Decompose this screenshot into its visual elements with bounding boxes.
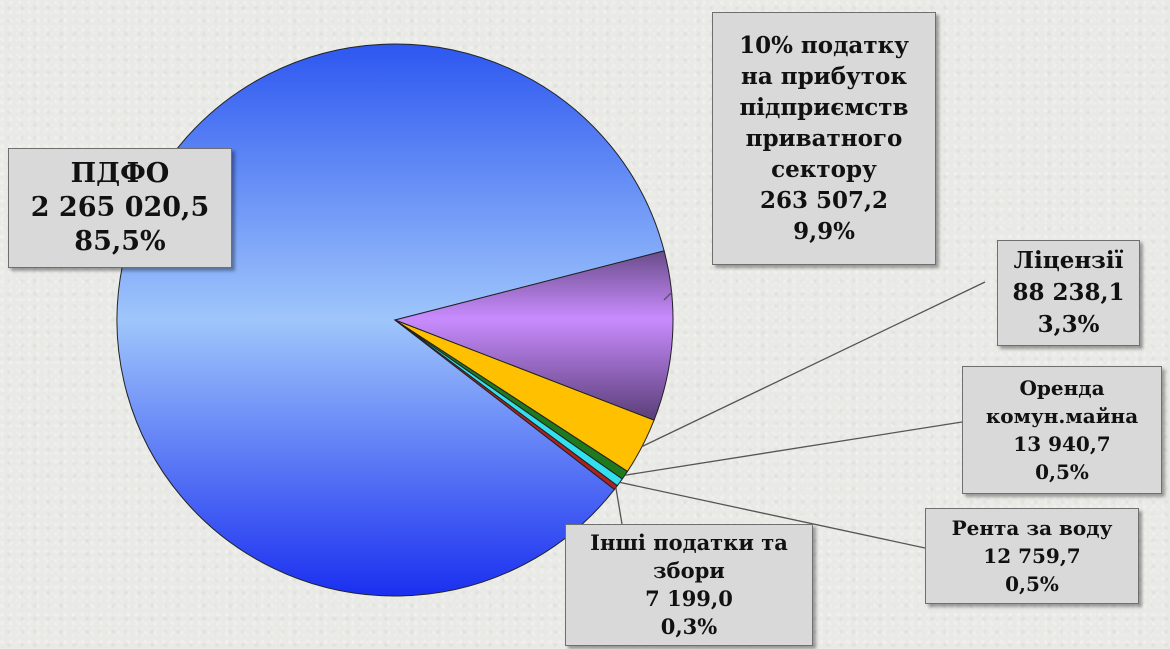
label-rent-property-name-2: комун.майна (985, 404, 1139, 428)
label-pdfo-name: ПДФО (70, 158, 170, 189)
label-profit-tax-name-3: підприємств (739, 94, 909, 121)
leader-water-rent (619, 481, 926, 549)
label-rent-property: Оренда комун.майна 13 940,7 0,5% (962, 366, 1162, 494)
label-other-taxes-value: 7 199,0 (645, 586, 733, 611)
label-water-rent-value: 12 759,7 (983, 544, 1081, 568)
label-other-taxes-name-1: Інші податки та (590, 530, 788, 555)
label-profit-tax: 10% податку на прибуток підприємств прив… (712, 12, 936, 265)
label-profit-tax-value: 263 507,2 (759, 187, 889, 214)
label-water-rent: Рента за воду 12 759,7 0,5% (925, 508, 1139, 604)
slice-profit-tax (393, 250, 674, 421)
label-water-rent-name: Рента за воду (951, 516, 1113, 540)
label-other-taxes: Інші податки та збори 7 199,0 0,3% (565, 524, 813, 646)
label-pdfo-percent: 85,5% (74, 226, 166, 257)
label-pdfo-value: 2 265 020,5 (30, 192, 210, 223)
label-rent-property-name-1: Оренда (1019, 376, 1105, 400)
label-water-rent-percent: 0,5% (1005, 572, 1059, 596)
label-profit-tax-name-2: на прибуток (741, 63, 907, 90)
label-profit-tax-name-4: приватного (745, 125, 903, 152)
label-licenses: Ліцензії 88 238,1 3,3% (997, 240, 1140, 346)
leader-other-taxes (615, 487, 623, 525)
leader-licenses (641, 281, 986, 448)
leader-profit-tax (663, 291, 673, 301)
label-other-taxes-percent: 0,3% (660, 614, 718, 639)
label-profit-tax-name-1: 10% податку (739, 32, 909, 59)
label-other-taxes-name-2: збори (653, 558, 725, 583)
leader-rent-property (624, 421, 963, 476)
label-licenses-value: 88 238,1 (1012, 279, 1125, 306)
label-rent-property-percent: 0,5% (1035, 460, 1089, 484)
label-profit-tax-name-5: сектору (771, 156, 877, 183)
label-profit-tax-percent: 9,9% (793, 218, 855, 245)
label-rent-property-value: 13 940,7 (1013, 432, 1111, 456)
label-licenses-name: Ліцензії (1013, 247, 1124, 274)
label-licenses-percent: 3,3% (1037, 311, 1100, 338)
label-pdfo: ПДФО 2 265 020,5 85,5% (8, 148, 232, 268)
